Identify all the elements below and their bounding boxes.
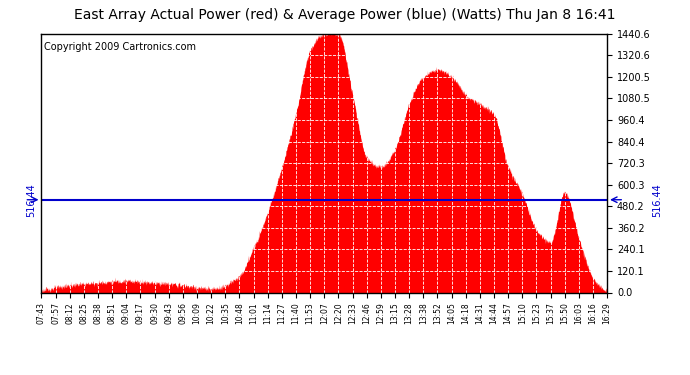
Text: East Array Actual Power (red) & Average Power (blue) (Watts) Thu Jan 8 16:41: East Array Actual Power (red) & Average … [75,8,615,21]
Text: Copyright 2009 Cartronics.com: Copyright 2009 Cartronics.com [44,42,196,51]
Text: 516.44: 516.44 [26,183,36,217]
Text: 516.44: 516.44 [653,183,662,217]
